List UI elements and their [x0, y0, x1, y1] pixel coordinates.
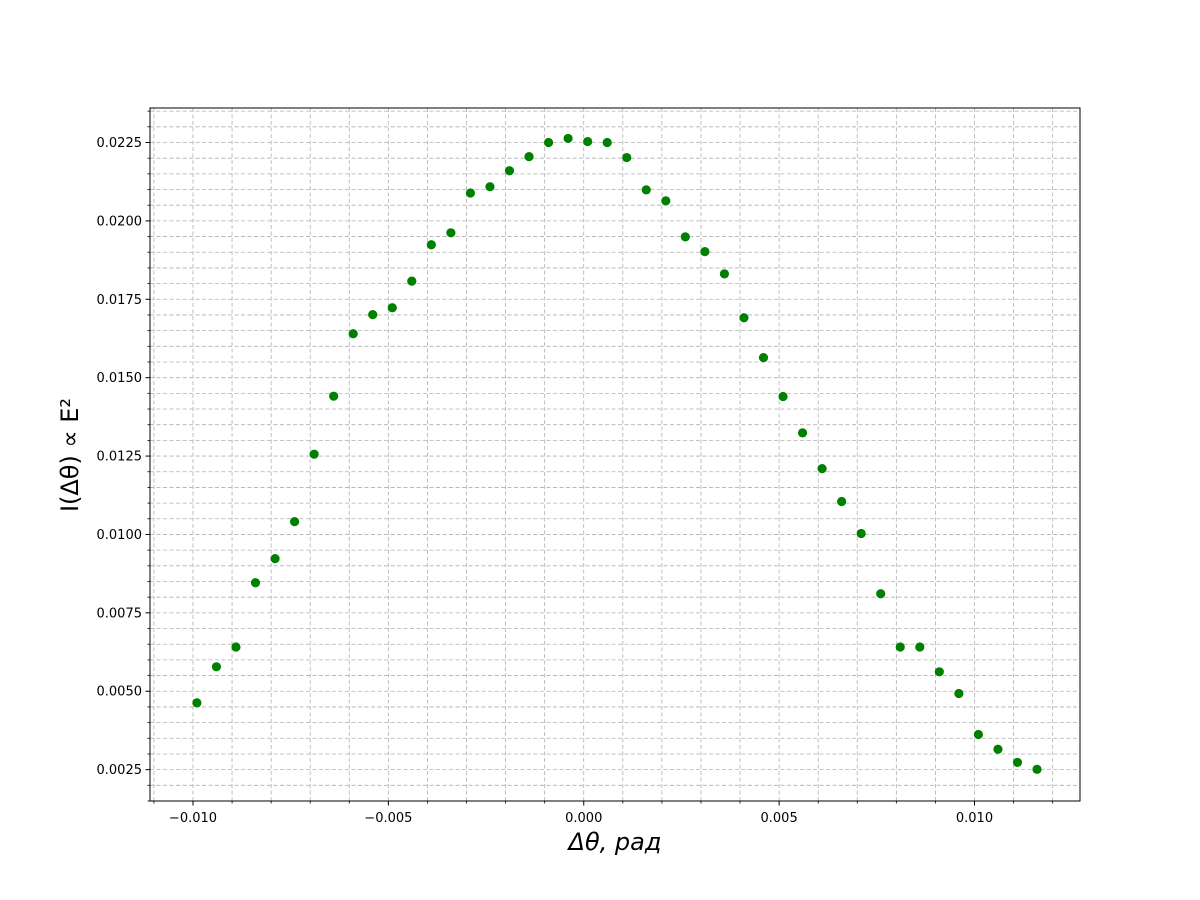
data-point	[387, 303, 397, 313]
data-point	[915, 642, 925, 652]
plot-area	[150, 108, 1080, 801]
data-point	[368, 310, 378, 320]
data-point	[895, 642, 905, 652]
data-point	[700, 247, 710, 257]
x-axis-title: Δθ, рад	[567, 828, 662, 856]
data-point	[1032, 764, 1042, 774]
data-point	[289, 517, 300, 527]
data-point	[739, 313, 749, 323]
y-tick-label: 0.0075	[97, 606, 143, 621]
y-tick-label: 0.0175	[97, 293, 143, 308]
data-point	[348, 329, 358, 339]
y-tick-label: 0.0225	[97, 136, 143, 151]
data-point	[622, 152, 632, 163]
data-point	[778, 391, 788, 402]
data-point	[934, 667, 944, 677]
data-points	[192, 133, 1042, 774]
plot-frame	[149, 107, 1081, 802]
data-point	[465, 188, 476, 198]
data-point	[563, 133, 573, 144]
y-axis-title: I(Δθ) ∝ E²	[56, 398, 84, 512]
y-tick-label: 0.0050	[97, 685, 143, 700]
tick-labels: −0.010 −0.005 0.000 0.005 0.010 0.0025 0.0050 0…	[97, 136, 994, 826]
data-point	[758, 353, 769, 363]
data-point	[231, 642, 241, 652]
data-point	[680, 232, 690, 242]
data-point	[719, 269, 730, 279]
data-point	[876, 589, 886, 599]
major-grid	[150, 108, 1080, 801]
data-point	[602, 137, 612, 148]
y-tick-label: 0.0100	[97, 528, 143, 543]
data-point	[524, 152, 534, 162]
data-point	[270, 554, 280, 564]
data-point	[192, 698, 202, 708]
data-point	[1012, 757, 1023, 768]
y-tick-label: 0.0025	[97, 763, 143, 778]
data-point	[583, 136, 593, 147]
x-tick-label: −0.005	[364, 811, 412, 826]
data-point	[446, 228, 456, 238]
data-point	[973, 729, 984, 740]
data-point	[797, 428, 808, 438]
y-tick-label: 0.0125	[97, 450, 143, 465]
data-point	[329, 391, 339, 401]
data-point	[250, 578, 261, 588]
data-point	[817, 464, 827, 474]
data-point	[504, 166, 515, 176]
data-point	[407, 276, 417, 286]
data-point	[641, 185, 651, 195]
y-tick-label: 0.0200	[97, 214, 143, 229]
data-point	[426, 240, 436, 250]
x-tick-label: 0.000	[565, 811, 602, 826]
data-point	[543, 137, 554, 148]
x-tick-label: 0.010	[956, 811, 993, 826]
data-point	[485, 182, 495, 192]
data-point	[309, 449, 319, 459]
data-point	[837, 496, 847, 507]
data-point	[661, 196, 671, 206]
minor-grid	[150, 108, 1080, 802]
data-point	[211, 662, 222, 672]
y-tick-label: 0.0150	[97, 371, 143, 386]
data-point	[993, 744, 1003, 754]
data-point	[954, 688, 964, 699]
data-point	[856, 528, 866, 539]
x-tick-label: 0.005	[761, 811, 798, 826]
x-tick-label: −0.010	[169, 811, 217, 826]
